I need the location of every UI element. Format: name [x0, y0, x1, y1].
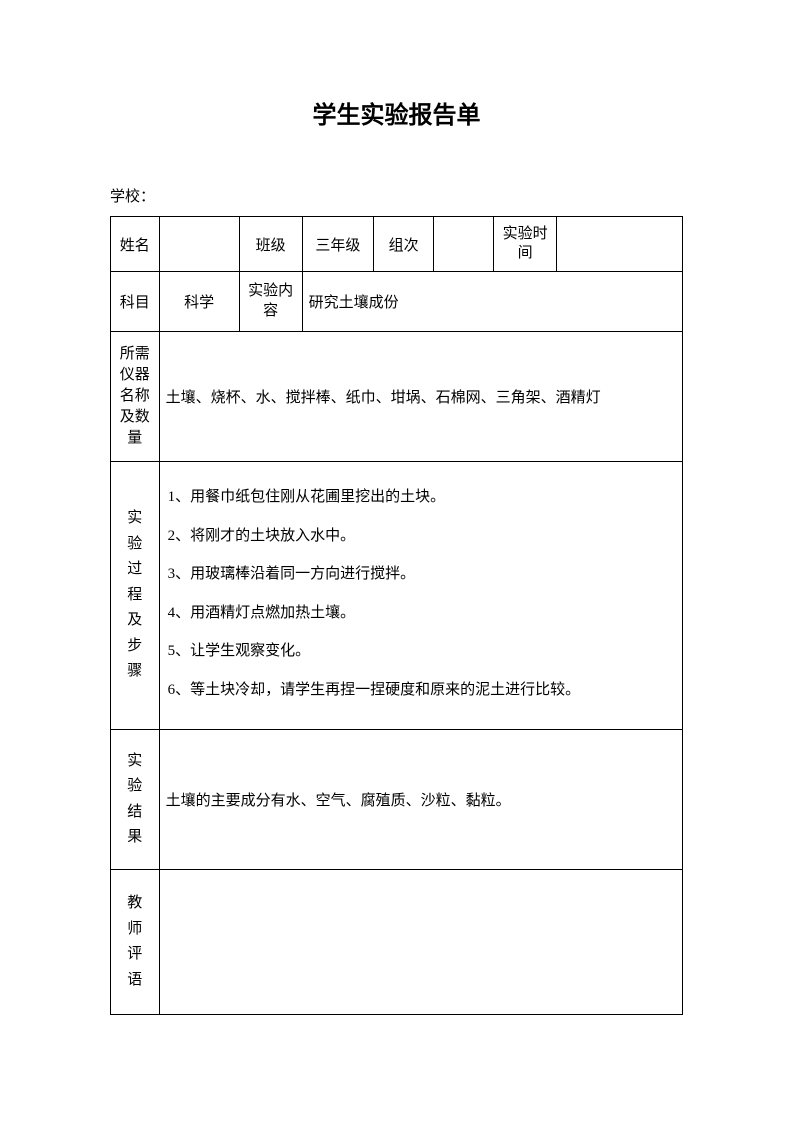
- time-value: [557, 217, 683, 272]
- steps-label: 实 验 过 程 及 步 骤: [111, 462, 160, 730]
- class-label: 班级: [239, 217, 302, 272]
- result-label-4: 果: [113, 825, 157, 851]
- result-label-1: 实: [113, 749, 157, 775]
- table-row-comment: 教 师 评 语: [111, 870, 683, 1015]
- report-table: 姓名 班级 三年级 组次 实验时 间 科目 科学 实验内 容 研究土壤成份 所需: [110, 216, 683, 1015]
- result-value: 土壤的主要成分有水、空气、腐殖质、沙粒、黏粒。: [159, 730, 682, 870]
- equip-label-3: 名称: [113, 386, 157, 407]
- equipment-label: 所需 仪器 名称 及数 量: [111, 332, 160, 462]
- content-label-line1: 实验内: [242, 282, 300, 302]
- time-label: 实验时 间: [494, 217, 557, 272]
- comment-label-4: 语: [113, 968, 157, 994]
- step-2: 2、将刚才的土块放入水中。: [168, 519, 674, 554]
- time-label-line2: 间: [496, 244, 554, 264]
- content-label: 实验内 容: [239, 272, 302, 332]
- table-row-subject: 科目 科学 实验内 容 研究土壤成份: [111, 272, 683, 332]
- comment-label-1: 教: [113, 891, 157, 917]
- result-label-3: 结: [113, 800, 157, 826]
- steps-label-4: 程: [113, 583, 157, 609]
- time-label-line1: 实验时: [496, 225, 554, 245]
- subject-label: 科目: [111, 272, 160, 332]
- equip-label-2: 仪器: [113, 365, 157, 386]
- step-4: 4、用酒精灯点燃加热土壤。: [168, 596, 674, 631]
- steps-value: 1、用餐巾纸包住刚从花圃里挖出的土块。 2、将刚才的土块放入水中。 3、用玻璃棒…: [159, 462, 682, 730]
- steps-label-3: 过: [113, 557, 157, 583]
- equip-label-4: 及数: [113, 407, 157, 428]
- step-6: 6、等土块冷却，请学生再捏一捏硬度和原来的泥土进行比较。: [168, 673, 674, 708]
- subject-value: 科学: [159, 272, 239, 332]
- equip-label-5: 量: [113, 428, 157, 449]
- steps-label-5: 及: [113, 608, 157, 634]
- result-label-2: 验: [113, 774, 157, 800]
- table-row-steps: 实 验 过 程 及 步 骤 1、用餐巾纸包住刚从花圃里挖出的土块。 2、将刚才的…: [111, 462, 683, 730]
- group-value: [434, 217, 494, 272]
- steps-label-2: 验: [113, 532, 157, 558]
- content-value: 研究土壤成份: [302, 272, 682, 332]
- steps-label-1: 实: [113, 506, 157, 532]
- steps-label-6: 步: [113, 634, 157, 660]
- equipment-value: 土壤、烧杯、水、搅拌棒、纸巾、坩埚、石棉网、三角架、酒精灯: [159, 332, 682, 462]
- comment-value: [159, 870, 682, 1015]
- step-1: 1、用餐巾纸包住刚从花圃里挖出的土块。: [168, 480, 674, 515]
- result-label: 实 验 结 果: [111, 730, 160, 870]
- table-row-basic-info: 姓名 班级 三年级 组次 实验时 间: [111, 217, 683, 272]
- school-label: 学校：: [110, 185, 683, 206]
- page-container: 学生实验报告单 学校： 姓名 班级 三年级 组次 实验时 间: [0, 0, 793, 1075]
- comment-label: 教 师 评 语: [111, 870, 160, 1015]
- class-value: 三年级: [302, 217, 374, 272]
- name-value: [159, 217, 239, 272]
- step-3: 3、用玻璃棒沿着同一方向进行搅拌。: [168, 557, 674, 592]
- table-row-result: 实 验 结 果 土壤的主要成分有水、空气、腐殖质、沙粒、黏粒。: [111, 730, 683, 870]
- steps-label-7: 骤: [113, 659, 157, 685]
- page-title: 学生实验报告单: [110, 95, 683, 130]
- comment-label-3: 评: [113, 942, 157, 968]
- equip-label-1: 所需: [113, 344, 157, 365]
- step-5: 5、让学生观察变化。: [168, 634, 674, 669]
- name-label: 姓名: [111, 217, 160, 272]
- content-label-line2: 容: [242, 302, 300, 322]
- comment-label-2: 师: [113, 917, 157, 943]
- group-label: 组次: [374, 217, 434, 272]
- table-row-equipment: 所需 仪器 名称 及数 量 土壤、烧杯、水、搅拌棒、纸巾、坩埚、石棉网、三角架、…: [111, 332, 683, 462]
